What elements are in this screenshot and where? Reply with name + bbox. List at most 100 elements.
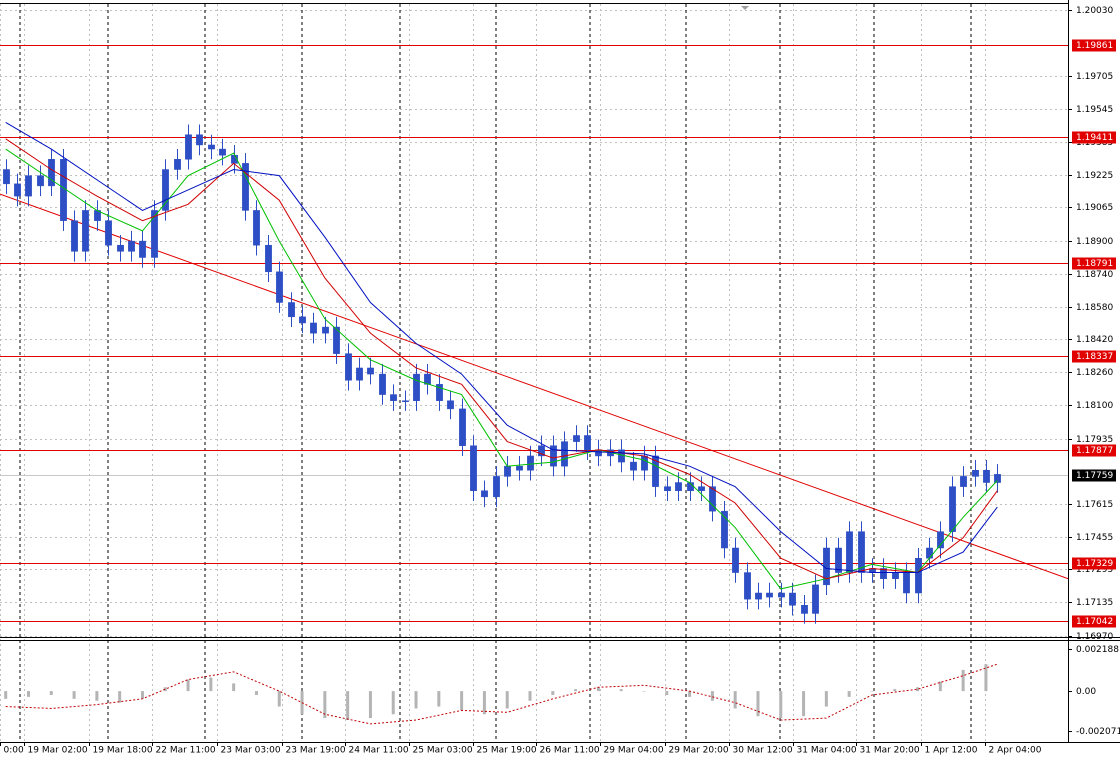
level-label-box xyxy=(1072,444,1116,457)
candle-body xyxy=(880,568,887,579)
candle-body xyxy=(447,400,454,410)
candle-body xyxy=(516,465,523,471)
macd-bar xyxy=(824,691,828,707)
level-label-box xyxy=(1072,350,1116,363)
candle-body xyxy=(698,486,705,491)
candle-body xyxy=(994,474,1001,483)
y-tick-label: 1.17455 xyxy=(1076,533,1113,543)
x-tick-label: 29 Mar 04:00 xyxy=(604,746,664,756)
candle-body xyxy=(48,159,55,187)
y-tick-label: 1.18420 xyxy=(1076,335,1113,345)
last-price-box xyxy=(1072,469,1116,482)
candle-body xyxy=(196,134,203,146)
x-tick-label: 22 Mar 11:00 xyxy=(156,746,216,756)
candle-body xyxy=(550,445,557,467)
macd-bar xyxy=(163,687,167,692)
x-tick-label: 31 Mar 04:00 xyxy=(797,746,857,756)
macd-bar xyxy=(95,691,99,701)
candle-body xyxy=(71,220,78,252)
macd-bar xyxy=(186,679,190,692)
y-tick-label: 1.19225 xyxy=(1076,171,1113,181)
y-tick-label: 1.17295 xyxy=(1076,565,1113,575)
candle-body xyxy=(835,547,842,573)
candle-body xyxy=(652,455,659,487)
macd-bar xyxy=(49,691,53,695)
candle-body xyxy=(3,169,10,185)
y-tick-label: 1.19065 xyxy=(1076,203,1113,213)
candle-body xyxy=(504,465,511,477)
x-tick-label: 23 Mar 03:00 xyxy=(221,746,281,756)
candle-body xyxy=(766,592,773,598)
x-tick-label: 1 Apr 12:00 xyxy=(925,746,978,756)
day-separators xyxy=(19,4,972,742)
y-tick-label: 0.00 xyxy=(1076,687,1096,697)
candle-body xyxy=(481,490,488,498)
macd-bar xyxy=(391,691,395,715)
candle-body xyxy=(778,592,785,598)
y-tick-label: 1.18580 xyxy=(1076,303,1113,313)
x-tick-label: 29 Mar 20:00 xyxy=(669,746,729,756)
macd-bar xyxy=(323,691,327,719)
level-label: 1.18337 xyxy=(1076,352,1113,362)
price-plot xyxy=(0,45,1068,624)
y-tick-label: 1.19705 xyxy=(1076,72,1113,82)
candle-body xyxy=(926,547,933,559)
candle-body xyxy=(139,240,146,258)
candle-body xyxy=(345,353,352,381)
macd-bar xyxy=(893,689,897,692)
level-label-box xyxy=(1072,557,1116,570)
candle-body xyxy=(219,148,226,156)
candle-body xyxy=(310,322,317,334)
level-label: 1.17877 xyxy=(1076,446,1113,456)
macd-bar xyxy=(140,691,144,699)
candle-body xyxy=(470,445,477,491)
x-tick-label: 0:00 xyxy=(4,746,24,756)
axis-layer: 1.200301.197051.195451.193851.192251.190… xyxy=(0,6,1120,756)
candle-body xyxy=(960,476,967,487)
macd-bar xyxy=(802,691,806,717)
y-tick-label: 1.16970 xyxy=(1076,632,1113,642)
candle-body xyxy=(242,163,249,211)
macd-bar xyxy=(254,691,258,695)
macd-bar xyxy=(642,691,646,692)
level-label-box xyxy=(1072,257,1116,270)
macd-bar xyxy=(551,691,555,695)
macd-bar xyxy=(528,691,532,701)
candle-body xyxy=(128,240,135,252)
macd-bar xyxy=(619,689,623,692)
x-tick-label: 24 Mar 11:00 xyxy=(349,746,409,756)
candle-body xyxy=(288,302,295,318)
candle-body xyxy=(208,144,215,150)
x-tick-label: 2 Apr 04:00 xyxy=(989,746,1042,756)
candle-body xyxy=(937,531,944,549)
candle-body xyxy=(949,486,956,532)
level-label: 1.17042 xyxy=(1076,617,1113,627)
candle-body xyxy=(276,271,283,303)
candle-body xyxy=(265,244,272,273)
macd-bar xyxy=(984,664,988,692)
y-tick-label: 1.18900 xyxy=(1076,237,1113,247)
macd-bar xyxy=(733,691,737,709)
candle-body xyxy=(367,367,374,375)
candle-body xyxy=(641,455,648,471)
candle-body xyxy=(812,584,819,614)
y-tick-label: 1.17135 xyxy=(1076,598,1113,608)
candle-body xyxy=(755,592,762,600)
moving-average xyxy=(5,138,998,580)
y-tick-label: 1.18260 xyxy=(1076,368,1113,378)
candle-body xyxy=(37,175,44,187)
candle-body xyxy=(253,210,260,246)
y-tick-label: 1.17615 xyxy=(1076,500,1113,510)
y-tick-label: 1.17935 xyxy=(1076,435,1113,445)
macd-bar xyxy=(4,691,8,699)
macd-bar xyxy=(209,677,213,692)
candle-body xyxy=(630,461,637,471)
macd-bar xyxy=(665,691,669,695)
candle-body xyxy=(322,326,329,334)
candle-body xyxy=(25,175,32,197)
candle-body xyxy=(14,183,21,197)
candle-body xyxy=(299,316,306,324)
y-tick-label: 1.18740 xyxy=(1076,270,1113,280)
